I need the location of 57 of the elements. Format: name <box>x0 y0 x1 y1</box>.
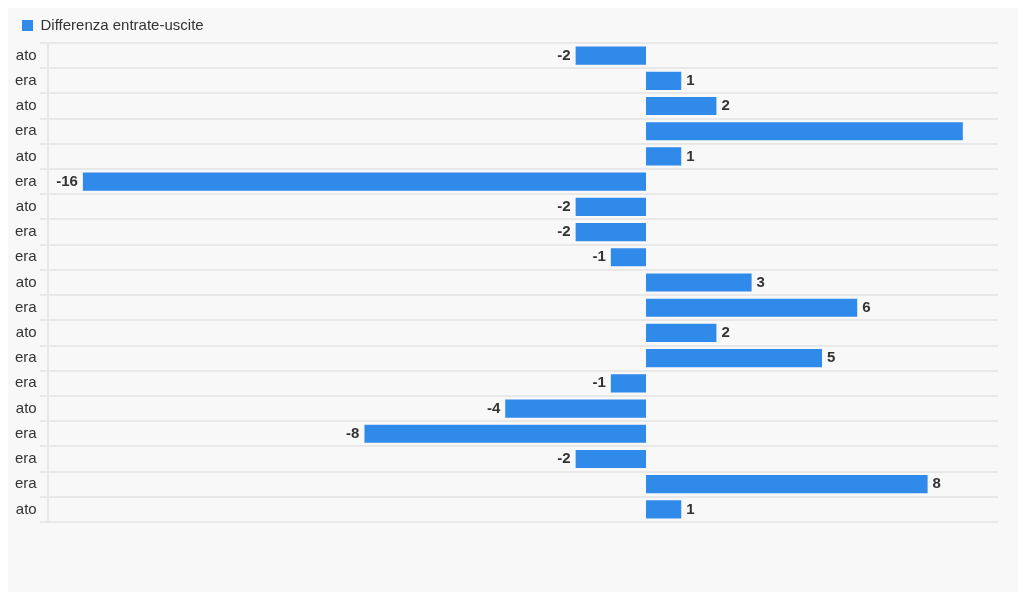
y-tick-label: era <box>14 171 38 189</box>
data-label: 5 <box>827 348 836 366</box>
data-label: -2 <box>557 222 571 240</box>
data-label: 2 <box>721 323 730 341</box>
bar <box>646 273 752 292</box>
bar <box>646 147 682 166</box>
y-tick-label: era <box>14 474 38 492</box>
data-label: 6 <box>862 297 871 315</box>
bar <box>364 424 647 443</box>
data-label: 3 <box>756 272 765 290</box>
y-tick-label: ato <box>15 323 37 341</box>
bar <box>646 71 682 90</box>
y-tick-label: era <box>14 70 38 88</box>
bar <box>646 349 823 368</box>
data-label: 8 <box>932 474 941 492</box>
bar <box>646 323 717 342</box>
data-label: -4 <box>486 398 501 416</box>
bar <box>610 374 647 393</box>
y-tick-label: ato <box>15 146 37 164</box>
data-label: -2 <box>557 45 571 63</box>
bar <box>575 197 647 216</box>
y-tick-label: era <box>14 247 38 265</box>
y-tick-label: era <box>14 348 38 366</box>
data-label: 1 <box>686 70 695 88</box>
data-label: 1 <box>686 499 695 517</box>
y-tick-label: era <box>14 373 38 391</box>
bar <box>82 172 647 191</box>
y-tick-label: ato <box>15 272 37 290</box>
y-tick-label: ato <box>15 499 37 517</box>
data-label: -2 <box>557 197 571 215</box>
data-label: -2 <box>557 449 571 467</box>
y-tick-label: era <box>14 297 38 315</box>
bar <box>646 122 963 141</box>
y-tick-label: era <box>14 449 38 467</box>
bar <box>646 298 858 317</box>
data-label: -1 <box>592 373 606 391</box>
bar <box>646 475 928 494</box>
data-label: 2 <box>721 96 730 114</box>
y-tick-label: era <box>14 222 38 240</box>
bar <box>646 96 717 116</box>
data-label: -8 <box>346 423 360 441</box>
bar <box>610 248 647 267</box>
bar <box>575 46 647 65</box>
bar <box>646 500 682 519</box>
y-tick-label: ato <box>15 96 37 114</box>
data-label: -16 <box>56 171 78 189</box>
y-tick-label: era <box>14 121 38 139</box>
data-label: -1 <box>592 247 606 265</box>
bar <box>505 399 647 418</box>
y-tick-label: ato <box>15 45 37 63</box>
y-tick-label: ato <box>15 398 37 416</box>
y-tick-label: era <box>14 423 38 441</box>
y-tick-label: ato <box>15 197 37 215</box>
legend-label: Differenza entrate-uscite <box>40 15 204 33</box>
data-label: 1 <box>686 146 695 164</box>
bar <box>575 449 647 469</box>
bar <box>575 223 647 242</box>
